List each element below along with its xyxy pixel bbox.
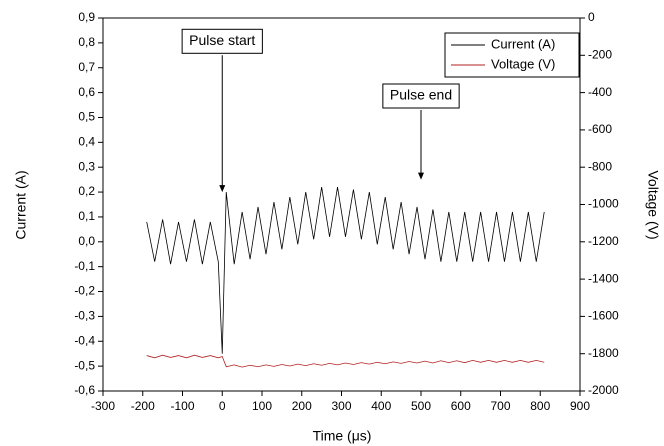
legend-label: Current (A) bbox=[491, 36, 555, 51]
annotation-text: Pulse end bbox=[390, 87, 452, 103]
legend-box bbox=[444, 32, 580, 78]
y-tick-label: 0,3 bbox=[78, 159, 95, 173]
y2-tick-label: -1200 bbox=[588, 234, 619, 248]
x-tick-label: -300 bbox=[91, 399, 115, 413]
x-axis-title: Time (μs) bbox=[313, 428, 372, 444]
y2-tick-label: -800 bbox=[588, 159, 612, 173]
annotation-box bbox=[382, 83, 460, 109]
y-tick-label: -0,6 bbox=[74, 383, 95, 397]
y-tick-label: 0,9 bbox=[78, 10, 95, 24]
annotation-arrowhead bbox=[418, 172, 424, 180]
x-tick-label: 0 bbox=[219, 399, 226, 413]
x-tick-label: 200 bbox=[292, 399, 312, 413]
x-tick-label: 400 bbox=[371, 399, 391, 413]
annotation-text: Pulse start bbox=[189, 32, 255, 48]
y2-tick-label: -1400 bbox=[588, 271, 619, 285]
y2-tick-label: -400 bbox=[588, 85, 612, 99]
y2-tick-label: -200 bbox=[588, 47, 612, 61]
x-tick-label: -100 bbox=[170, 399, 194, 413]
x-tick-label: 500 bbox=[411, 399, 431, 413]
y2-tick-label: 0 bbox=[588, 10, 595, 24]
annotation-arrowhead bbox=[219, 185, 226, 193]
y-tick-label: 0,7 bbox=[78, 60, 95, 74]
y2-tick-label: -1800 bbox=[588, 346, 619, 360]
y-tick-label: -0,5 bbox=[74, 358, 95, 372]
x-tick-label: 700 bbox=[490, 399, 510, 413]
y2-tick-label: -1600 bbox=[588, 309, 619, 323]
x-tick-label: 600 bbox=[451, 399, 471, 413]
x-tick-label: -200 bbox=[131, 399, 155, 413]
x-tick-label: 100 bbox=[252, 399, 272, 413]
y2-tick-label: -600 bbox=[588, 122, 612, 136]
x-tick-label: 900 bbox=[570, 399, 590, 413]
x-tick-label: 300 bbox=[331, 399, 351, 413]
y-tick-label: -0,1 bbox=[74, 259, 95, 273]
y2-tick-label: -1000 bbox=[588, 197, 619, 211]
y2-tick-label: -2000 bbox=[588, 383, 619, 397]
y-tick-label: 0,8 bbox=[78, 35, 95, 49]
y-tick-label: -0,3 bbox=[74, 309, 95, 323]
series-line bbox=[146, 187, 545, 354]
y2-axis-title: Voltage (V) bbox=[645, 170, 661, 239]
series-line bbox=[146, 354, 545, 368]
y-tick-label: 0,2 bbox=[78, 184, 95, 198]
legend-label: Voltage (V) bbox=[491, 56, 555, 71]
y-tick-label: 0,5 bbox=[78, 110, 95, 124]
x-tick-label: 800 bbox=[530, 399, 550, 413]
y-tick-label: 0,1 bbox=[78, 209, 95, 223]
y-tick-label: -0,2 bbox=[74, 284, 95, 298]
y-tick-label: -0,4 bbox=[74, 333, 95, 347]
y-tick-label: 0,6 bbox=[78, 85, 95, 99]
annotation-box bbox=[181, 28, 263, 54]
y-tick-label: 0,0 bbox=[78, 234, 95, 248]
y-axis-title: Current (A) bbox=[13, 170, 29, 239]
y-tick-label: 0,4 bbox=[78, 135, 95, 149]
